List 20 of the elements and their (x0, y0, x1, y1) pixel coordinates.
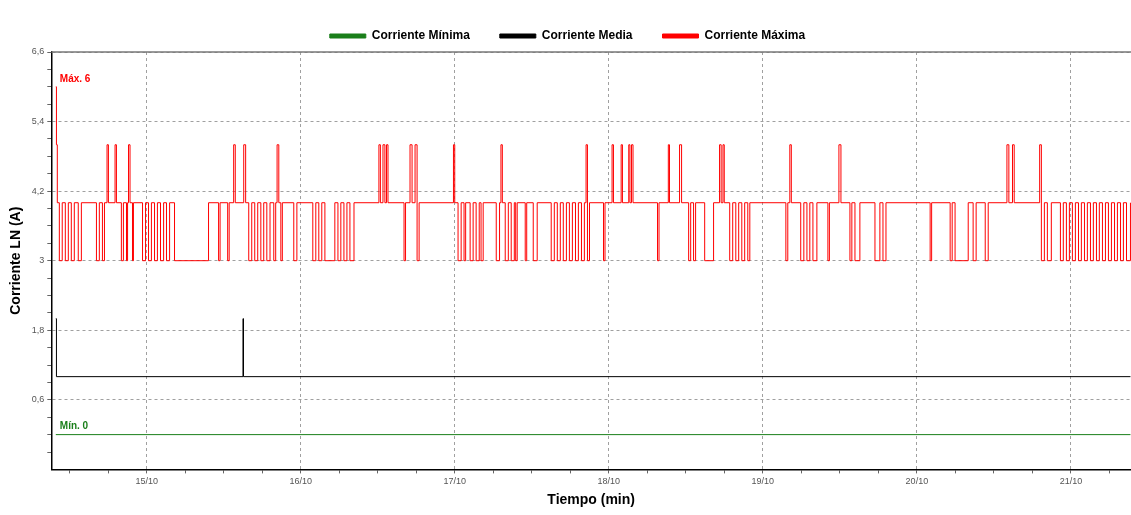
x-axis-title: Tiempo (min) (547, 491, 635, 508)
y-tick-label: 4,2 (31, 185, 45, 196)
y-tick-label: 6,6 (31, 46, 45, 57)
x-tick-label: 15/10 (135, 476, 159, 487)
y-axis-title: Corriente LN (A) (7, 206, 24, 315)
legend-label: Corriente Media (541, 28, 633, 43)
annotation: Mín. 0 (59, 420, 89, 432)
x-tick-label: 19/10 (751, 476, 775, 487)
annotation: Máx. 6 (59, 72, 91, 84)
x-tick-label: 21/10 (1059, 476, 1083, 487)
legend-label: Corriente Mínima (371, 28, 471, 43)
y-tick-label: 3 (39, 255, 45, 266)
x-tick-label: 20/10 (905, 476, 929, 487)
y-tick-label: 5,4 (31, 116, 45, 127)
y-tick-label: 1,8 (31, 324, 45, 335)
legend-label: Corriente Máxima (704, 28, 806, 43)
x-tick-label: 17/10 (443, 476, 467, 487)
x-tick-label: 18/10 (597, 476, 621, 487)
y-tick-label: 0,6 (31, 394, 45, 405)
x-tick-label: 16/10 (289, 476, 313, 487)
